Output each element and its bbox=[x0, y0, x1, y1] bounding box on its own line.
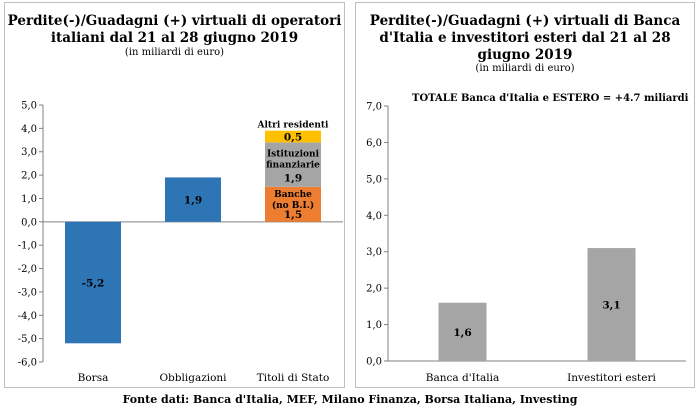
left-stack-segment-value: 1,5 bbox=[284, 209, 302, 221]
left-chart-plot: 5,0 4,0 3,0 2,0 1,0 0,0 -1,0 -2,0 -3,0 -4,0 -5,0 -6… bbox=[18, 101, 343, 384]
left-stack-segment-name: finanziarie bbox=[266, 160, 320, 170]
left-chart-subtitle: (in miliardi di euro) bbox=[124, 47, 225, 58]
left-stack-segment-name: (no B.I.) bbox=[272, 200, 314, 211]
left-chart-panel: Perdite(-)/Guadagni (+) virtuali di oper… bbox=[4, 2, 345, 388]
left-stack-segment-name: Istituzioni bbox=[267, 149, 320, 159]
right-bar-value-label: 1,6 bbox=[453, 327, 471, 339]
left-bar bbox=[65, 221, 121, 344]
left-stack-segment bbox=[265, 130, 321, 143]
right-chart-plot: 7,0 6,0 5,0 4,0 3,0 2,0 1,0 0,0 TOTALE Banca d'I… bbox=[366, 93, 689, 384]
left-y-tick-label: -1,0 bbox=[18, 241, 37, 252]
left-bar-value-label: 1,9 bbox=[184, 195, 202, 207]
left-y-tick-label: 4,0 bbox=[21, 124, 37, 135]
right-chart-title-line3: giugno 2019 bbox=[477, 47, 573, 63]
left-y-tick-label: -2,0 bbox=[18, 264, 37, 275]
left-y-tick-label: -5,0 bbox=[18, 334, 37, 345]
right-y-tick-label: 1,0 bbox=[366, 320, 382, 331]
right-x-category-label: Banca d'Italia bbox=[426, 372, 499, 384]
right-bar-value-label: 3,1 bbox=[602, 300, 620, 312]
left-y-tick-label: -6,0 bbox=[18, 358, 37, 369]
right-chart-subtitle: (in miliardi di euro) bbox=[475, 63, 575, 74]
left-y-tick-label: 2,0 bbox=[21, 171, 37, 182]
left-bar bbox=[165, 177, 221, 222]
left-stack-segment bbox=[265, 142, 321, 187]
left-stack-segment bbox=[265, 186, 321, 222]
right-chart-title-line2: d'Italia e investitori esteri dal 21 al … bbox=[379, 30, 671, 46]
left-y-tick-label: 0,0 bbox=[21, 217, 37, 228]
left-stack-segment-name: Altri residenti bbox=[257, 121, 330, 131]
left-stack-segment-value: 1,9 bbox=[284, 172, 302, 184]
left-x-category-label: Obbligazioni bbox=[159, 372, 227, 384]
left-y-tick-label: 5,0 bbox=[21, 101, 37, 112]
right-y-tick-label: 6,0 bbox=[366, 138, 382, 149]
left-x-category-label: Borsa bbox=[78, 372, 109, 384]
right-chart-panel: Perdite(-)/Guadagni (+) virtuali di Banc… bbox=[355, 2, 695, 388]
left-y-tick-label: -4,0 bbox=[18, 311, 37, 322]
right-y-tick-label: 0,0 bbox=[366, 357, 382, 368]
left-y-tick-label: 1,0 bbox=[21, 194, 37, 205]
right-chart-annotation: TOTALE Banca d'Italia e ESTERO = +4.7 mi… bbox=[412, 93, 689, 104]
left-bar-value-label: -5,2 bbox=[82, 278, 105, 290]
right-y-tick-label: 3,0 bbox=[366, 247, 382, 258]
right-y-tick-label: 4,0 bbox=[366, 211, 382, 222]
right-y-tick-label: 7,0 bbox=[366, 102, 382, 113]
left-stack-segment-name: Banche bbox=[274, 190, 312, 200]
right-bar bbox=[438, 302, 487, 361]
left-y-tick-label: 3,0 bbox=[21, 147, 37, 158]
right-y-tick-label: 5,0 bbox=[366, 174, 382, 185]
left-x-category-label: Titoli di Stato bbox=[257, 372, 330, 384]
left-y-tick-label: -3,0 bbox=[18, 287, 37, 298]
right-chart-title-line1: Perdite(-)/Guadagni (+) virtuali di Banc… bbox=[369, 13, 681, 29]
left-stack-segment-value: 0,5 bbox=[284, 132, 302, 144]
right-y-tick-label: 2,0 bbox=[366, 284, 382, 295]
source-note: Fonte dati: Banca d'Italia, MEF, Milano … bbox=[122, 393, 578, 406]
right-x-category-label: Investitori esteri bbox=[567, 372, 656, 384]
left-chart-title-line2: italiani dal 21 al 28 giugno 2019 bbox=[50, 30, 299, 46]
left-chart-title-line1: Perdite(-)/Guadagni (+) virtuali di oper… bbox=[7, 13, 342, 29]
right-bar bbox=[587, 248, 636, 361]
